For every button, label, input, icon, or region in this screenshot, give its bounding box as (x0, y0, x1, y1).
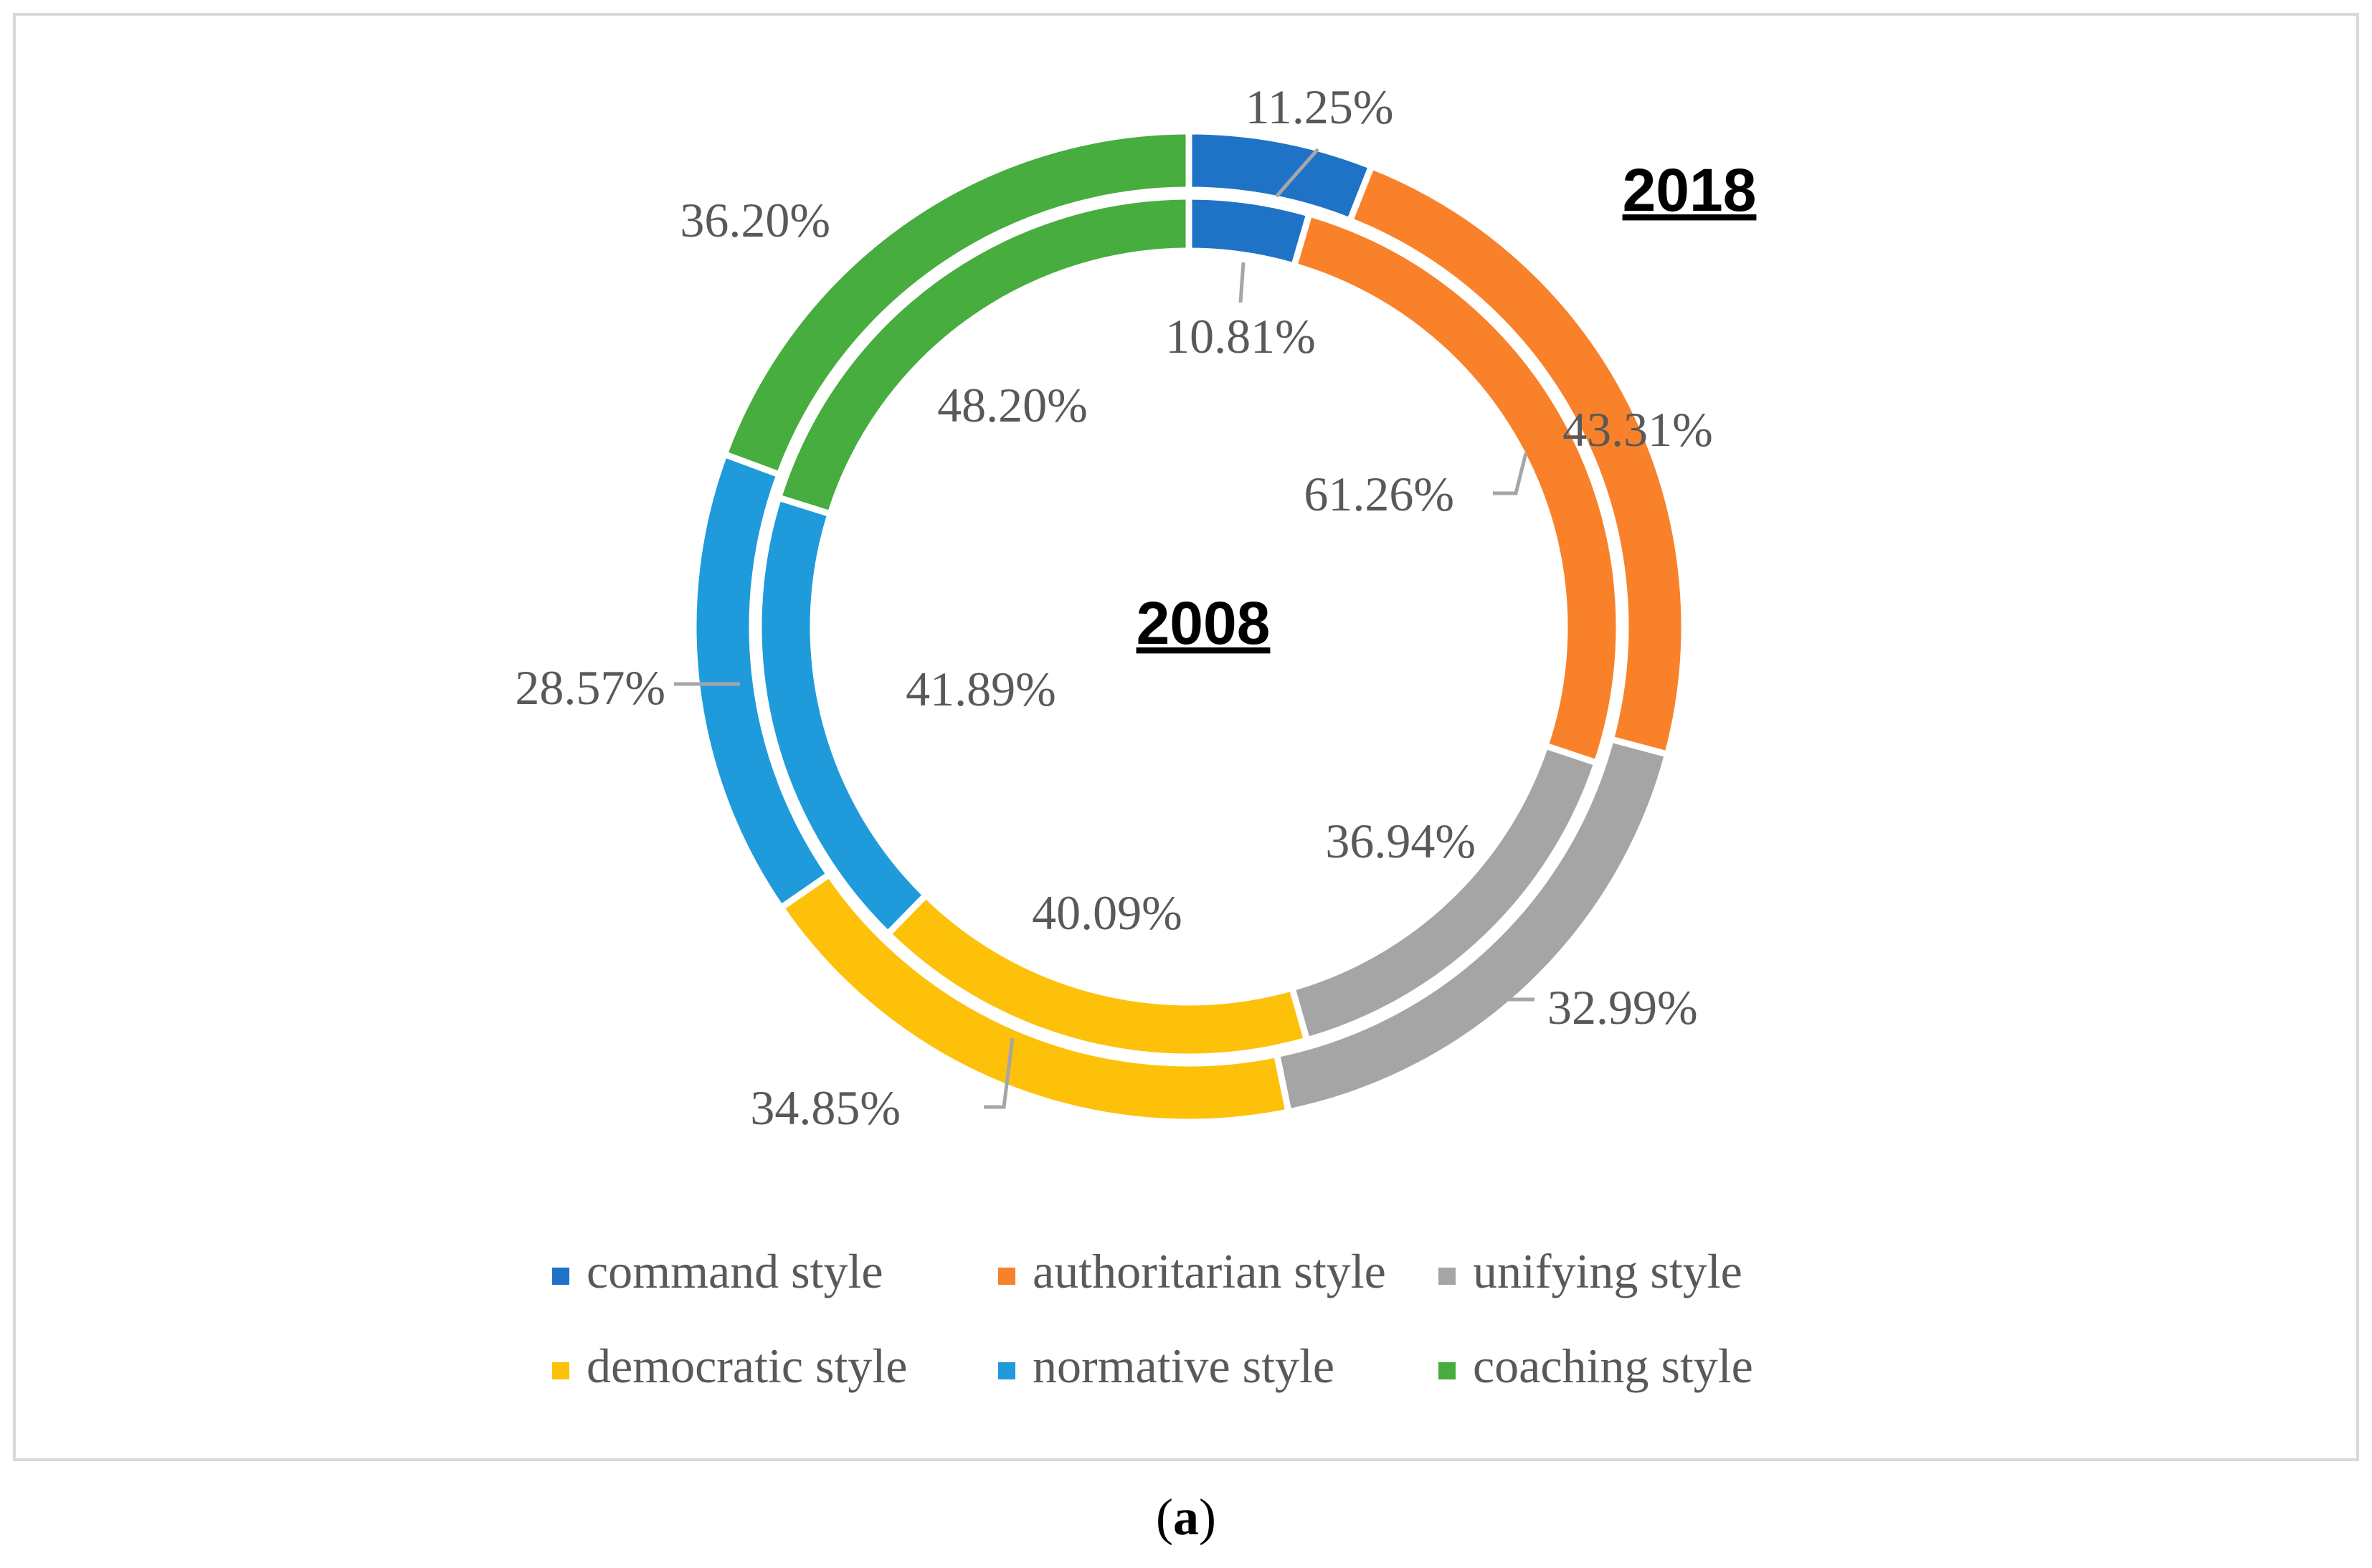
inner-data-label-authoritarian-style: 61.26% (1304, 467, 1454, 521)
inner-ring-title: 2008 (1137, 589, 1271, 657)
legend-label-unifying-style: unifying style (1473, 1244, 1742, 1298)
outer-data-label-coaching-style: 36.20% (680, 193, 830, 247)
outer-segment-coaching-style (720, 128, 1192, 479)
inner-data-label-coaching-style: 48.20% (937, 378, 1088, 432)
inner-data-label-command-style: 10.81% (1165, 309, 1316, 364)
outer-ring-title: 2018 (1623, 156, 1757, 224)
caption: (a) (1156, 1488, 1216, 1546)
outer-leader-line-0 (1275, 148, 1319, 198)
legend-label-democratic-style: democratic style (587, 1339, 907, 1393)
legend-label-coaching-style: coaching style (1473, 1339, 1753, 1393)
caption-open: ( (1156, 1488, 1173, 1546)
outer-data-label-authoritarian-style: 43.31% (1562, 402, 1713, 457)
legend-swatch-unifying-style (1438, 1268, 1456, 1285)
legend-swatch-authoritarian-style (998, 1268, 1015, 1285)
outer-data-label-democratic-style: 34.85% (750, 1080, 901, 1135)
legend-swatch-normative-style (998, 1362, 1015, 1379)
figure-caption: (a) (1156, 1488, 1216, 1546)
inner-data-label-democratic-style: 40.09% (1032, 885, 1182, 940)
legend-swatch-command-style (552, 1268, 569, 1285)
legend-swatch-coaching-style (1438, 1362, 1456, 1379)
chart-frame: 11.25% 43.31% 32.99% 34.85% 28.57% 36.20% 10.8… (13, 13, 2359, 1461)
legend-label-authoritarian-style: authoritarian style (1033, 1244, 1386, 1298)
data-labels: 11.25% 43.31% 32.99% 34.85% 28.57% 36.20% 10.8… (515, 80, 1712, 1135)
outer-data-label-unifying-style: 32.99% (1547, 980, 1698, 1035)
outer-data-label-normative-style: 28.57% (515, 660, 665, 715)
legend: command style authoritarian style unifying… (552, 1244, 1753, 1393)
outer-leader-line-3 (984, 1037, 1015, 1109)
inner-data-label-normative-style: 41.89% (906, 662, 1056, 716)
outer-data-label-command-style: 11.25% (1245, 80, 1393, 134)
inner-segment-command-style (1185, 193, 1314, 270)
legend-swatch-democratic-style (552, 1362, 569, 1379)
inner-leader-line-0 (1238, 262, 1246, 303)
inner-data-label-unifying-style: 36.94% (1325, 814, 1476, 868)
inner-segment-coaching-style (774, 193, 1192, 518)
legend-label-normative-style: normative style (1033, 1339, 1334, 1393)
inner-leader-line-1 (1493, 452, 1528, 495)
caption-close: ) (1199, 1488, 1216, 1546)
caption-letter: a (1173, 1488, 1199, 1546)
outer-leader-line-2 (1492, 971, 1534, 1002)
doughnut-rings (690, 128, 1688, 1126)
doughnut-chart: 11.25% 43.31% 32.99% 34.85% 28.57% 36.20% 10.8… (515, 80, 1757, 1393)
legend-label-command-style: command style (587, 1244, 883, 1298)
